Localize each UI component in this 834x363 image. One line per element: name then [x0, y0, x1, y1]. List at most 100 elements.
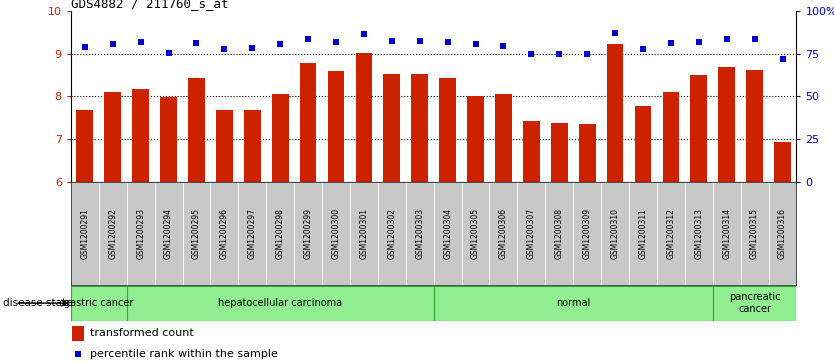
Bar — [272, 94, 289, 182]
Point — [525, 51, 538, 57]
Bar — [718, 67, 735, 182]
Text: GSM1200316: GSM1200316 — [778, 208, 787, 259]
Bar — [160, 97, 177, 182]
Bar — [713, 286, 796, 321]
Text: GSM1200313: GSM1200313 — [694, 208, 703, 259]
Bar — [629, 182, 657, 285]
Text: GSM1200293: GSM1200293 — [136, 208, 145, 259]
Text: GSM1200302: GSM1200302 — [387, 208, 396, 259]
Text: GSM1200312: GSM1200312 — [666, 208, 676, 259]
Text: GSM1200310: GSM1200310 — [610, 208, 620, 259]
Bar — [495, 94, 512, 182]
Text: hepatocellular carcinoma: hepatocellular carcinoma — [219, 298, 342, 308]
Bar — [434, 286, 713, 321]
Point — [218, 46, 231, 52]
Point — [497, 43, 510, 49]
Text: GSM1200304: GSM1200304 — [443, 208, 452, 259]
Bar — [210, 182, 239, 285]
Bar — [127, 182, 154, 285]
Point — [413, 38, 426, 44]
Bar — [657, 182, 685, 285]
Bar — [545, 182, 573, 285]
Bar — [104, 92, 121, 182]
Bar — [350, 182, 378, 285]
Text: GDS4882 / 211760_s_at: GDS4882 / 211760_s_at — [71, 0, 229, 10]
Point — [385, 38, 399, 44]
Text: GSM1200292: GSM1200292 — [108, 208, 118, 259]
Point — [441, 39, 455, 45]
Bar — [691, 75, 707, 182]
Text: GSM1200308: GSM1200308 — [555, 208, 564, 259]
Bar — [98, 182, 127, 285]
Point — [357, 32, 370, 37]
Bar — [73, 326, 84, 341]
Point — [692, 39, 706, 45]
Bar — [384, 74, 400, 182]
Bar — [579, 124, 595, 182]
Point — [106, 41, 119, 47]
Text: gastric cancer: gastric cancer — [64, 298, 133, 308]
Point — [301, 36, 314, 41]
Bar — [467, 96, 484, 182]
Bar — [244, 110, 261, 182]
Text: disease state: disease state — [3, 298, 72, 308]
Bar — [606, 44, 624, 182]
Point — [748, 36, 761, 41]
Bar — [713, 182, 741, 285]
Point — [608, 30, 621, 36]
Bar — [154, 182, 183, 285]
Bar — [77, 110, 93, 182]
Bar — [133, 89, 149, 182]
Bar — [411, 74, 428, 182]
Bar — [746, 70, 763, 182]
Text: GSM1200303: GSM1200303 — [415, 208, 425, 259]
Point — [469, 41, 482, 47]
Bar — [355, 53, 372, 181]
Text: normal: normal — [556, 298, 590, 308]
Text: GSM1200294: GSM1200294 — [164, 208, 173, 259]
Bar — [406, 182, 434, 285]
Point — [776, 56, 789, 62]
Text: GSM1200297: GSM1200297 — [248, 208, 257, 259]
Text: GSM1200314: GSM1200314 — [722, 208, 731, 259]
Bar — [71, 182, 98, 285]
Bar — [239, 182, 266, 285]
Bar — [662, 92, 679, 182]
Text: GSM1200315: GSM1200315 — [750, 208, 759, 259]
Text: GSM1200305: GSM1200305 — [471, 208, 480, 259]
Point — [72, 351, 85, 357]
Point — [245, 45, 259, 51]
Point — [162, 50, 175, 56]
Text: GSM1200296: GSM1200296 — [220, 208, 229, 259]
Bar — [601, 182, 629, 285]
Bar — [635, 106, 651, 182]
Bar — [523, 121, 540, 182]
Bar — [769, 182, 796, 285]
Bar — [378, 182, 406, 285]
Text: GSM1200309: GSM1200309 — [583, 208, 591, 259]
Point — [78, 44, 92, 50]
Text: pancreatic
cancer: pancreatic cancer — [729, 292, 781, 314]
Point — [553, 51, 566, 57]
Bar — [490, 182, 517, 285]
Text: GSM1200299: GSM1200299 — [304, 208, 313, 259]
Point — [190, 40, 203, 46]
Bar — [299, 63, 316, 182]
Bar — [434, 182, 461, 285]
Bar — [266, 182, 294, 285]
Bar — [551, 123, 568, 182]
Bar — [328, 71, 344, 182]
Bar — [573, 182, 601, 285]
Text: GSM1200298: GSM1200298 — [276, 208, 284, 259]
Bar — [322, 182, 350, 285]
Text: transformed count: transformed count — [90, 328, 194, 338]
Text: GSM1200306: GSM1200306 — [499, 208, 508, 259]
Text: GSM1200307: GSM1200307 — [527, 208, 536, 259]
Bar — [71, 286, 127, 321]
Point — [134, 39, 148, 45]
Bar — [188, 78, 205, 182]
Point — [720, 36, 733, 41]
Text: GSM1200291: GSM1200291 — [80, 208, 89, 259]
Bar — [183, 182, 210, 285]
Text: GSM1200295: GSM1200295 — [192, 208, 201, 259]
